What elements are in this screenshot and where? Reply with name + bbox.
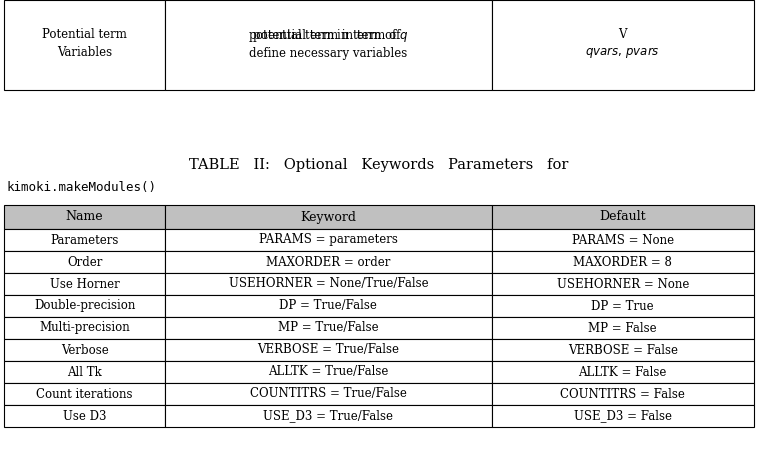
Text: USE_D3 = False: USE_D3 = False bbox=[574, 409, 672, 423]
Text: Verbose: Verbose bbox=[61, 343, 108, 356]
Text: MAXORDER = order: MAXORDER = order bbox=[266, 256, 390, 268]
Text: USEHORNER = None: USEHORNER = None bbox=[556, 278, 689, 290]
Text: VERBOSE = True/False: VERBOSE = True/False bbox=[258, 343, 399, 356]
Text: Default: Default bbox=[600, 211, 646, 224]
Bar bbox=[491, 273, 754, 295]
Bar bbox=[4, 361, 165, 383]
Bar bbox=[165, 295, 491, 317]
Text: COUNTITRS = False: COUNTITRS = False bbox=[560, 387, 685, 401]
Text: ALLTK = True/False: ALLTK = True/False bbox=[268, 365, 389, 378]
Bar bbox=[165, 0, 491, 90]
Bar bbox=[4, 339, 165, 361]
Text: COUNTITRS = True/False: COUNTITRS = True/False bbox=[250, 387, 407, 401]
Bar bbox=[165, 251, 491, 273]
Bar bbox=[491, 361, 754, 383]
Bar bbox=[4, 273, 165, 295]
Bar bbox=[491, 251, 754, 273]
Bar bbox=[491, 405, 754, 427]
Bar bbox=[165, 229, 491, 251]
Bar bbox=[491, 339, 754, 361]
Text: Keyword: Keyword bbox=[300, 211, 356, 224]
Text: DP = True: DP = True bbox=[591, 300, 654, 312]
Bar bbox=[4, 0, 165, 90]
Bar bbox=[4, 317, 165, 339]
Text: All Tk: All Tk bbox=[67, 365, 102, 378]
Text: MP = True/False: MP = True/False bbox=[278, 322, 379, 334]
Text: PARAMS = None: PARAMS = None bbox=[572, 234, 674, 247]
Text: Multi-precision: Multi-precision bbox=[39, 322, 130, 334]
Bar bbox=[4, 205, 165, 229]
Text: VERBOSE = False: VERBOSE = False bbox=[568, 343, 678, 356]
Text: ALLTK = False: ALLTK = False bbox=[578, 365, 667, 378]
Bar bbox=[491, 229, 754, 251]
Text: Double-precision: Double-precision bbox=[34, 300, 136, 312]
Bar bbox=[491, 317, 754, 339]
Text: V: V bbox=[619, 29, 627, 41]
Text: Order: Order bbox=[67, 256, 102, 268]
Text: Variables: Variables bbox=[57, 46, 112, 60]
Text: PARAMS = parameters: PARAMS = parameters bbox=[259, 234, 398, 247]
Bar bbox=[165, 405, 491, 427]
Text: $\mathit{qvars},\,\mathit{pvars}$: $\mathit{qvars},\,\mathit{pvars}$ bbox=[585, 45, 660, 61]
Bar bbox=[165, 317, 491, 339]
Text: kimoki.makeModules(): kimoki.makeModules() bbox=[6, 181, 156, 194]
Bar bbox=[165, 361, 491, 383]
Bar bbox=[491, 295, 754, 317]
Text: USEHORNER = None/True/False: USEHORNER = None/True/False bbox=[229, 278, 428, 290]
Text: MAXORDER = 8: MAXORDER = 8 bbox=[573, 256, 672, 268]
Bar bbox=[165, 383, 491, 405]
Text: TABLE   II:   Optional   Keywords   Parameters   for: TABLE II: Optional Keywords Parameters f… bbox=[190, 158, 568, 172]
Text: USE_D3 = True/False: USE_D3 = True/False bbox=[263, 409, 393, 423]
Text: define necessary variables: define necessary variables bbox=[249, 46, 408, 60]
Bar bbox=[491, 0, 754, 90]
Bar bbox=[4, 295, 165, 317]
Bar bbox=[4, 405, 165, 427]
Bar bbox=[165, 339, 491, 361]
Text: Count iterations: Count iterations bbox=[36, 387, 133, 401]
Text: Potential term: Potential term bbox=[42, 29, 127, 41]
Text: MP = False: MP = False bbox=[588, 322, 657, 334]
Text: Use Horner: Use Horner bbox=[50, 278, 120, 290]
Bar bbox=[491, 383, 754, 405]
Bar bbox=[165, 273, 491, 295]
Text: potential term in term of $q$: potential term in term of $q$ bbox=[248, 27, 409, 44]
Bar bbox=[491, 205, 754, 229]
Bar bbox=[4, 383, 165, 405]
Text: potential term in term of: potential term in term of bbox=[253, 29, 404, 41]
Text: DP = True/False: DP = True/False bbox=[280, 300, 377, 312]
Bar bbox=[165, 205, 491, 229]
Text: Name: Name bbox=[66, 211, 103, 224]
Bar bbox=[4, 229, 165, 251]
Text: Use D3: Use D3 bbox=[63, 409, 106, 423]
Text: Parameters: Parameters bbox=[51, 234, 119, 247]
Bar bbox=[4, 251, 165, 273]
